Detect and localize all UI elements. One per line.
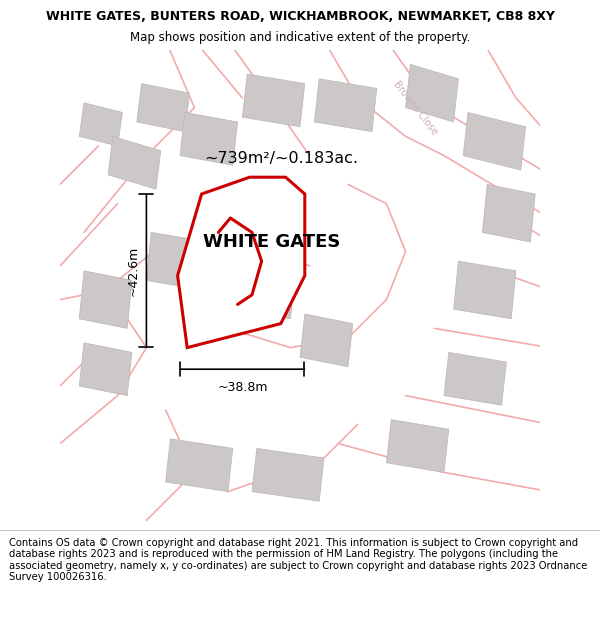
Text: ~739m²/~0.183ac.: ~739m²/~0.183ac. — [204, 151, 358, 166]
Text: ~38.8m: ~38.8m — [217, 381, 268, 394]
Polygon shape — [166, 439, 233, 492]
Polygon shape — [386, 419, 449, 472]
Text: Map shows position and indicative extent of the property.: Map shows position and indicative extent… — [130, 31, 470, 44]
Polygon shape — [444, 352, 506, 405]
Polygon shape — [300, 314, 353, 367]
Polygon shape — [108, 136, 161, 189]
Polygon shape — [146, 232, 209, 290]
Text: Browns Close: Browns Close — [391, 79, 439, 136]
Polygon shape — [406, 64, 458, 122]
Polygon shape — [454, 261, 516, 319]
Polygon shape — [314, 79, 377, 132]
Polygon shape — [242, 74, 305, 127]
Polygon shape — [180, 112, 238, 165]
Text: WHITE GATES: WHITE GATES — [203, 233, 340, 251]
Polygon shape — [178, 177, 305, 348]
Text: ~42.6m: ~42.6m — [126, 246, 139, 296]
Polygon shape — [242, 266, 295, 319]
Polygon shape — [79, 342, 132, 396]
Polygon shape — [463, 112, 526, 170]
Polygon shape — [137, 84, 190, 132]
Polygon shape — [482, 184, 535, 242]
Polygon shape — [79, 271, 132, 328]
Polygon shape — [79, 102, 122, 146]
Text: WHITE GATES, BUNTERS ROAD, WICKHAMBROOK, NEWMARKET, CB8 8XY: WHITE GATES, BUNTERS ROAD, WICKHAMBROOK,… — [46, 10, 554, 23]
Text: Contains OS data © Crown copyright and database right 2021. This information is : Contains OS data © Crown copyright and d… — [9, 538, 587, 582]
Polygon shape — [252, 448, 324, 501]
